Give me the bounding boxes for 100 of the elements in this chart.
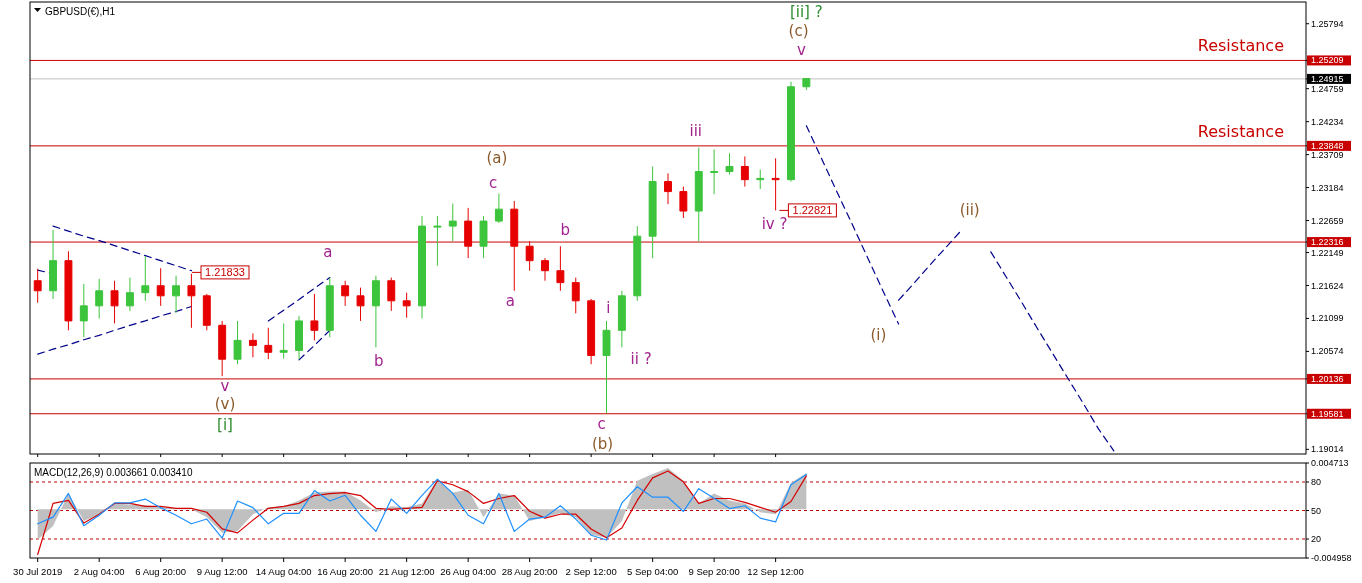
candlestick xyxy=(371,275,380,348)
x-tick-label: 2 Aug 04:00 xyxy=(73,565,125,577)
x-tick-label: 2 Sep 12:00 xyxy=(565,565,617,577)
x-tick-label: 6 Aug 20:00 xyxy=(135,565,187,577)
candlestick xyxy=(787,81,795,183)
candlestick xyxy=(125,277,134,312)
y2-tick-label: 20 xyxy=(1311,534,1322,544)
candlestick xyxy=(310,293,319,341)
candlestick xyxy=(295,315,303,360)
annotation: c xyxy=(597,414,606,433)
annotation: a xyxy=(323,242,333,261)
annotation: ii ? xyxy=(630,350,652,369)
candlestick xyxy=(341,280,350,307)
candlestick xyxy=(264,327,273,360)
candlestick xyxy=(325,277,334,338)
y-tick-label: 1.23848 xyxy=(1311,140,1344,151)
chart-title: GBPUSD(€),H1 xyxy=(45,5,116,17)
y-tick-label: 1.23184 xyxy=(1311,182,1344,193)
candlestick xyxy=(433,215,442,267)
candlestick xyxy=(525,240,534,272)
candlestick xyxy=(95,278,104,319)
candlestick xyxy=(602,320,611,414)
candlestick xyxy=(218,320,227,377)
y-tick-label: 1.21099 xyxy=(1311,313,1344,324)
annotation: a xyxy=(505,291,515,310)
x-tick-label: 9 Sep 20:00 xyxy=(688,565,740,577)
x-tick-label: 26 Aug 04:00 xyxy=(440,565,497,577)
annotation: (ii) xyxy=(959,201,980,220)
ref-line-label: Resistance xyxy=(1197,121,1284,141)
y-tick-label: 1.19014 xyxy=(1311,444,1344,455)
annotation: 1.22821 xyxy=(792,204,833,217)
candlestick xyxy=(679,186,688,219)
ref-line-label: Resistance xyxy=(1197,36,1284,56)
candlestick xyxy=(541,257,549,282)
y-tick-label: 1.25794 xyxy=(1311,18,1344,29)
candlestick xyxy=(356,287,365,322)
candlestick xyxy=(418,215,426,319)
candlestick xyxy=(156,267,165,307)
y-tick-label: 1.21624 xyxy=(1311,280,1344,291)
y-tick-label: 1.24759 xyxy=(1311,83,1344,94)
candlestick xyxy=(694,147,703,242)
annotation: 1.21833 xyxy=(205,266,245,279)
annotation: [i] xyxy=(217,415,233,434)
annotation: iii xyxy=(689,122,703,141)
y-tick-label: 1.20574 xyxy=(1311,346,1344,357)
candlestick xyxy=(49,229,58,300)
y-tick-label: 1.20136 xyxy=(1311,373,1344,384)
y-tick-label: 1.25209 xyxy=(1311,55,1344,66)
candlestick xyxy=(79,283,88,338)
y-tick-label: -0.004958 xyxy=(1311,553,1352,563)
candlestick xyxy=(187,273,196,329)
y-tick-label: 1.19581 xyxy=(1311,408,1344,419)
y-tick-label: 1.23709 xyxy=(1311,149,1344,160)
candlestick xyxy=(510,200,519,292)
candlestick xyxy=(556,245,565,292)
annotation: (b) xyxy=(591,435,614,453)
x-tick-label: 30 Jul 2019 xyxy=(13,565,63,577)
annotation: i xyxy=(606,298,611,317)
annotation: b xyxy=(374,351,384,370)
y-tick-label: 0.004713 xyxy=(1311,458,1349,468)
x-tick-label: 12 Sep 12:00 xyxy=(747,565,804,577)
y-tick-label: 1.22659 xyxy=(1311,215,1344,226)
candlestick xyxy=(725,152,734,176)
y-tick-label: 1.22149 xyxy=(1311,247,1344,258)
x-tick-label: 5 Sep 04:00 xyxy=(627,565,679,577)
x-tick-label: 28 Aug 20:00 xyxy=(501,565,558,577)
x-tick-label: 9 Aug 12:00 xyxy=(196,565,248,577)
candlestick xyxy=(202,293,211,331)
annotation: iv ? xyxy=(761,215,788,234)
candlestick xyxy=(802,77,811,91)
annotation: v xyxy=(797,41,807,59)
annotation: b xyxy=(560,220,570,239)
candlestick xyxy=(141,255,150,302)
candlestick xyxy=(617,290,626,348)
candlestick xyxy=(756,169,765,190)
chart-title: MACD(12,26,9) 0.003661 0.003410 xyxy=(34,466,193,478)
x-tick-label: 21 Aug 12:00 xyxy=(378,565,435,577)
candlestick xyxy=(771,157,780,211)
x-tick-label: 14 Aug 04:00 xyxy=(255,565,312,577)
candlestick xyxy=(633,225,642,302)
candlestick xyxy=(172,275,181,314)
x-tick-label: 16 Aug 20:00 xyxy=(317,565,374,577)
y2-tick-label: 50 xyxy=(1311,505,1322,516)
line-series xyxy=(37,305,193,355)
candlestick xyxy=(587,298,596,365)
candlestick xyxy=(279,322,288,360)
candlestick xyxy=(33,268,42,304)
candlestick xyxy=(387,277,396,312)
candlestick xyxy=(479,215,488,259)
annotation: (c) xyxy=(788,22,809,40)
y-tick-label: 1.24234 xyxy=(1311,116,1344,127)
candlestick xyxy=(64,250,73,331)
annotation: v xyxy=(220,377,230,395)
candlestick xyxy=(571,277,580,314)
annotation: [ii] ? xyxy=(789,3,823,21)
candlestick xyxy=(110,280,119,324)
candlestick xyxy=(464,207,473,259)
annotation: (a) xyxy=(486,149,508,168)
candlestick xyxy=(740,155,749,188)
annotation: c xyxy=(488,174,498,193)
